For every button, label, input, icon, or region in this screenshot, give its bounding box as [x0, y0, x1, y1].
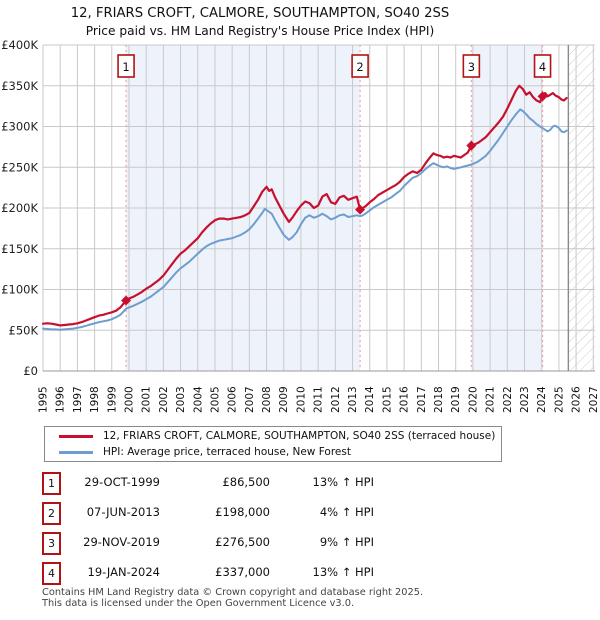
- legend-label-hpi: HPI: Average price, terraced house, New …: [103, 446, 351, 458]
- sale-number-box-label: 4: [539, 60, 546, 74]
- property-price-line: [41, 84, 568, 327]
- x-axis-tick-label: 2014: [364, 386, 376, 413]
- y-axis-tick-label: £250K: [1, 160, 38, 174]
- sale-price: £337,000: [215, 565, 270, 579]
- sale-point-marker: [355, 204, 366, 215]
- sale-hpi-delta: 4% ↑ HPI: [319, 505, 374, 519]
- x-axis-tick-label: 2006: [227, 386, 239, 413]
- x-axis-tick-label: 2021: [485, 386, 497, 413]
- x-axis-tick-label: 2025: [553, 386, 565, 413]
- y-axis-tick-label: £0: [23, 364, 38, 378]
- sale-date: 19-JAN-2024: [87, 565, 161, 579]
- sale-price: £86,500: [222, 475, 270, 489]
- x-axis-tick-label: 2008: [261, 386, 273, 413]
- y-axis-tick-label: £350K: [1, 79, 38, 93]
- sale-date: 29-OCT-1999: [84, 475, 160, 489]
- sale-number-badge: 3: [42, 532, 61, 555]
- license-footer: Contains HM Land Registry data © Crown c…: [42, 587, 598, 609]
- sale-number-box-label: 3: [468, 60, 475, 74]
- table-row: 2 07-JUN-2013 £198,000 4% ↑ HPI: [0, 501, 600, 527]
- y-axis-tick-label: £100K: [1, 283, 38, 297]
- sale-number-badge: 1: [42, 472, 61, 495]
- hpi-line: [42, 108, 568, 331]
- sale-number-box-label: 2: [356, 60, 363, 74]
- sale-price: £276,500: [215, 535, 270, 549]
- x-axis-tick-label: 2019: [450, 386, 462, 413]
- sale-hpi-delta: 13% ↑ HPI: [312, 565, 374, 579]
- x-axis-tick-label: 1997: [72, 386, 84, 413]
- table-row: 4 19-JAN-2024 £337,000 13% ↑ HPI: [0, 561, 600, 587]
- x-axis-tick-label: 2012: [330, 386, 342, 413]
- chart-title-line1: 12, FRIARS CROFT, CALMORE, SOUTHAMPTON, …: [71, 6, 450, 21]
- x-axis-tick-label: 1999: [106, 386, 118, 413]
- sale-date: 29-NOV-2019: [83, 535, 160, 549]
- x-axis-tick-label: 2022: [502, 386, 514, 413]
- sale-number-box: [351, 54, 369, 78]
- x-axis-tick-label: 2020: [467, 386, 479, 413]
- blue-line-swatch: [59, 450, 93, 454]
- x-axis-tick-label: 2017: [416, 386, 428, 413]
- sale-price: £198,000: [215, 505, 270, 519]
- chart-title-line2: Price paid vs. HM Land Registry's House …: [86, 24, 434, 38]
- x-axis-tick-label: 2016: [399, 386, 411, 413]
- x-axis-tick-label: 1995: [38, 386, 50, 413]
- chart-legend: 12, FRIARS CROFT, CALMORE, SOUTHAMPTON, …: [44, 426, 502, 462]
- footer-line2: This data is licensed under the Open Gov…: [42, 597, 355, 609]
- x-axis-tick-label: 2015: [381, 386, 393, 413]
- table-row: 1 29-OCT-1999 £86,500 13% ↑ HPI: [0, 471, 600, 497]
- x-axis-tick-label: 1996: [55, 386, 67, 413]
- x-axis-tick-label: 2024: [536, 386, 548, 413]
- price-chart: £0 £50K £100K £150K £200K £250K £300K £350K £400…: [1, 6, 600, 413]
- x-axis-tick-label: 2004: [192, 386, 204, 413]
- sale-date: 07-JUN-2013: [86, 505, 160, 519]
- x-axis-tick-label: 2005: [209, 386, 221, 413]
- x-axis-tick-label: 1998: [89, 386, 101, 413]
- sale-number-badge: 4: [42, 562, 61, 585]
- sale-number-box: [117, 54, 135, 78]
- sale-number-box-label: 1: [122, 60, 129, 74]
- x-axis-tick-label: 2000: [123, 386, 135, 413]
- x-axis-tick-label: 2010: [295, 386, 307, 413]
- sale-hpi-delta: 9% ↑ HPI: [319, 535, 374, 549]
- x-axis-tick-label: 2013: [347, 386, 359, 413]
- red-line-swatch: [59, 434, 93, 438]
- legend-label-property: 12, FRIARS CROFT, CALMORE, SOUTHAMPTON, …: [103, 430, 496, 442]
- legend-row-hpi: HPI: Average price, terraced house, New …: [45, 446, 501, 459]
- sale-hpi-delta: 13% ↑ HPI: [312, 475, 374, 489]
- y-axis-tick-label: £400K: [1, 38, 38, 52]
- x-axis-tick-label: 2027: [588, 386, 600, 413]
- legend-row-property: 12, FRIARS CROFT, CALMORE, SOUTHAMPTON, …: [45, 430, 501, 443]
- x-axis-tick-label: 2023: [519, 386, 531, 413]
- sale-point-marker: [466, 140, 477, 151]
- sale-number-badge: 2: [42, 502, 61, 525]
- sale-number-box: [533, 54, 552, 78]
- x-axis-tick-label: 2003: [175, 386, 187, 413]
- x-axis-tick-label: 2026: [571, 386, 583, 413]
- x-axis-tick-label: 2002: [158, 386, 170, 413]
- sale-number-box: [462, 54, 481, 78]
- y-axis-tick-label: £200K: [1, 201, 38, 215]
- y-axis-tick-label: £300K: [1, 120, 38, 134]
- sale-point-marker: [121, 295, 132, 306]
- x-axis-tick-label: 2001: [141, 386, 153, 413]
- x-axis-tick-label: 2011: [313, 386, 325, 413]
- x-axis-tick-label: 2007: [244, 386, 256, 413]
- table-row: 3 29-NOV-2019 £276,500 9% ↑ HPI: [0, 531, 600, 557]
- x-axis-tick-label: 2018: [433, 386, 445, 413]
- sale-point-marker: [537, 91, 548, 102]
- footer-line1: Contains HM Land Registry data © Crown c…: [42, 587, 424, 598]
- y-axis-tick-label: £150K: [1, 242, 38, 256]
- y-axis-tick-label: £50K: [9, 323, 39, 337]
- x-axis-tick-label: 2009: [278, 386, 290, 413]
